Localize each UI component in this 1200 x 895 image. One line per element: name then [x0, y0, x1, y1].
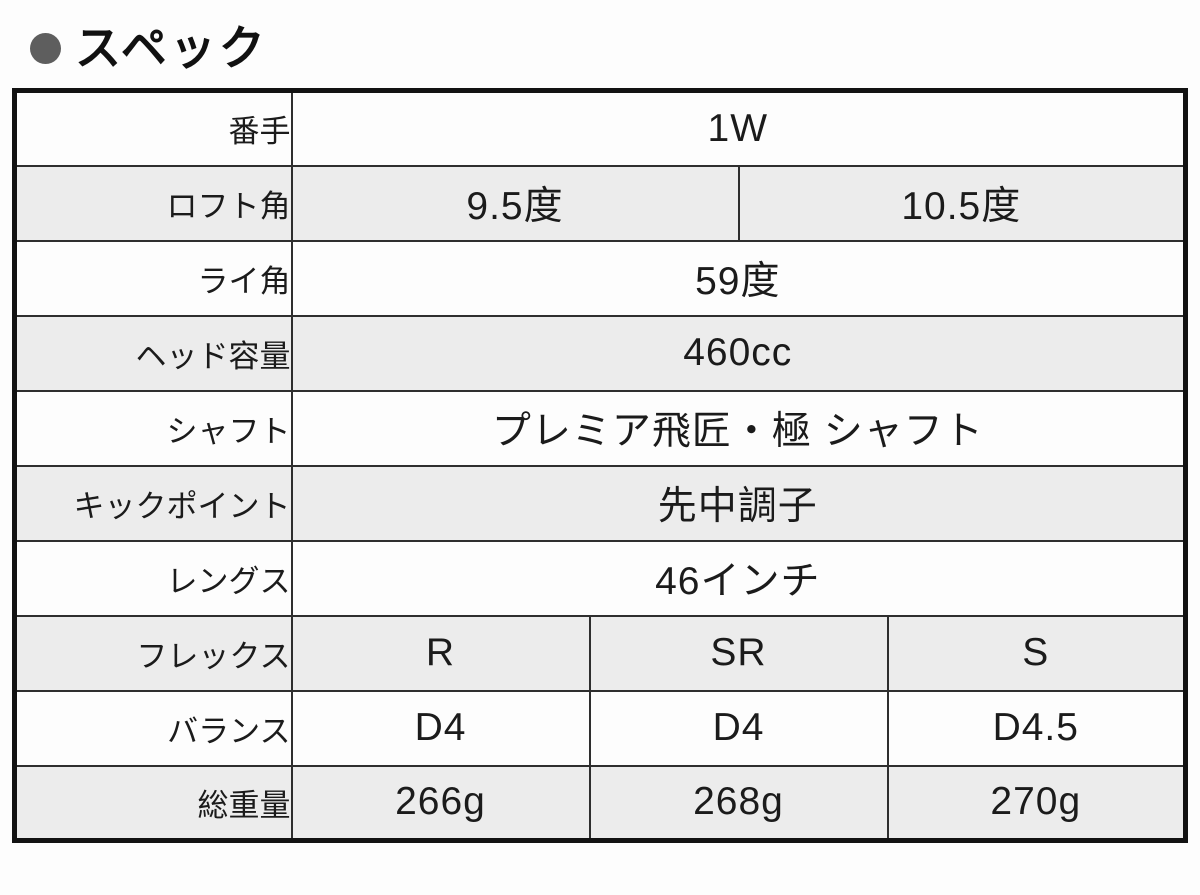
- bullet-circle-icon: [30, 32, 61, 64]
- spec-label: キックポイント: [13, 464, 293, 542]
- spec-table: 番手 1W ロフト角 9.5度 10.5度 ライ角 59度 ヘッド容量 460c…: [12, 88, 1189, 843]
- spec-value: 59度: [290, 239, 1187, 317]
- spec-value: プレミア飛匠・極 シャフト: [290, 389, 1187, 467]
- spec-label: ライ角: [13, 239, 293, 317]
- spec-label: シャフト: [13, 389, 293, 467]
- spec-value: D4.5: [886, 689, 1187, 767]
- spec-value: D4: [290, 689, 591, 767]
- spec-value: 10.5度: [737, 164, 1187, 242]
- spec-value: 268g: [588, 764, 889, 842]
- spec-value: 9.5度: [290, 164, 740, 242]
- page-title: スペック: [75, 21, 268, 75]
- spec-value: 先中調子: [290, 464, 1187, 542]
- spec-value: R: [290, 614, 591, 692]
- table-row-lie: ライ角 59度: [13, 239, 1187, 317]
- spec-label: バランス: [13, 689, 293, 767]
- table-row-shaft: シャフト プレミア飛匠・極 シャフト: [13, 389, 1187, 467]
- spec-label: ロフト角: [13, 164, 293, 242]
- spec-label: 総重量: [13, 764, 293, 842]
- spec-value: D4: [588, 689, 889, 767]
- spec-value: 1W: [290, 89, 1187, 167]
- section-header: スペック: [30, 22, 1200, 74]
- spec-label: ヘッド容量: [13, 314, 293, 392]
- spec-value: S: [886, 614, 1187, 692]
- spec-value: 270g: [886, 764, 1187, 842]
- spec-value: 460cc: [290, 314, 1187, 392]
- table-row-balance: バランス D4 D4 D4.5: [13, 689, 1187, 767]
- spec-value: SR: [588, 614, 889, 692]
- spec-value: 46インチ: [290, 539, 1187, 617]
- spec-label: レングス: [13, 539, 293, 617]
- table-row-flex: フレックス R SR S: [13, 614, 1187, 692]
- table-row-loft: ロフト角 9.5度 10.5度: [13, 164, 1187, 242]
- table-row-total-weight: 総重量 266g 268g 270g: [13, 764, 1187, 842]
- table-row-bante: 番手 1W: [13, 89, 1187, 167]
- table-row-head-volume: ヘッド容量 460cc: [13, 314, 1187, 392]
- spec-label: 番手: [13, 89, 293, 167]
- spec-page: スペック 番手 1W ロフト角 9.5度 10.5度 ライ角 59度 ヘッド容量: [0, 22, 1200, 895]
- table-row-length: レングス 46インチ: [13, 539, 1187, 617]
- table-row-kickpoint: キックポイント 先中調子: [13, 464, 1187, 542]
- spec-label: フレックス: [13, 614, 293, 692]
- spec-value: 266g: [290, 764, 591, 842]
